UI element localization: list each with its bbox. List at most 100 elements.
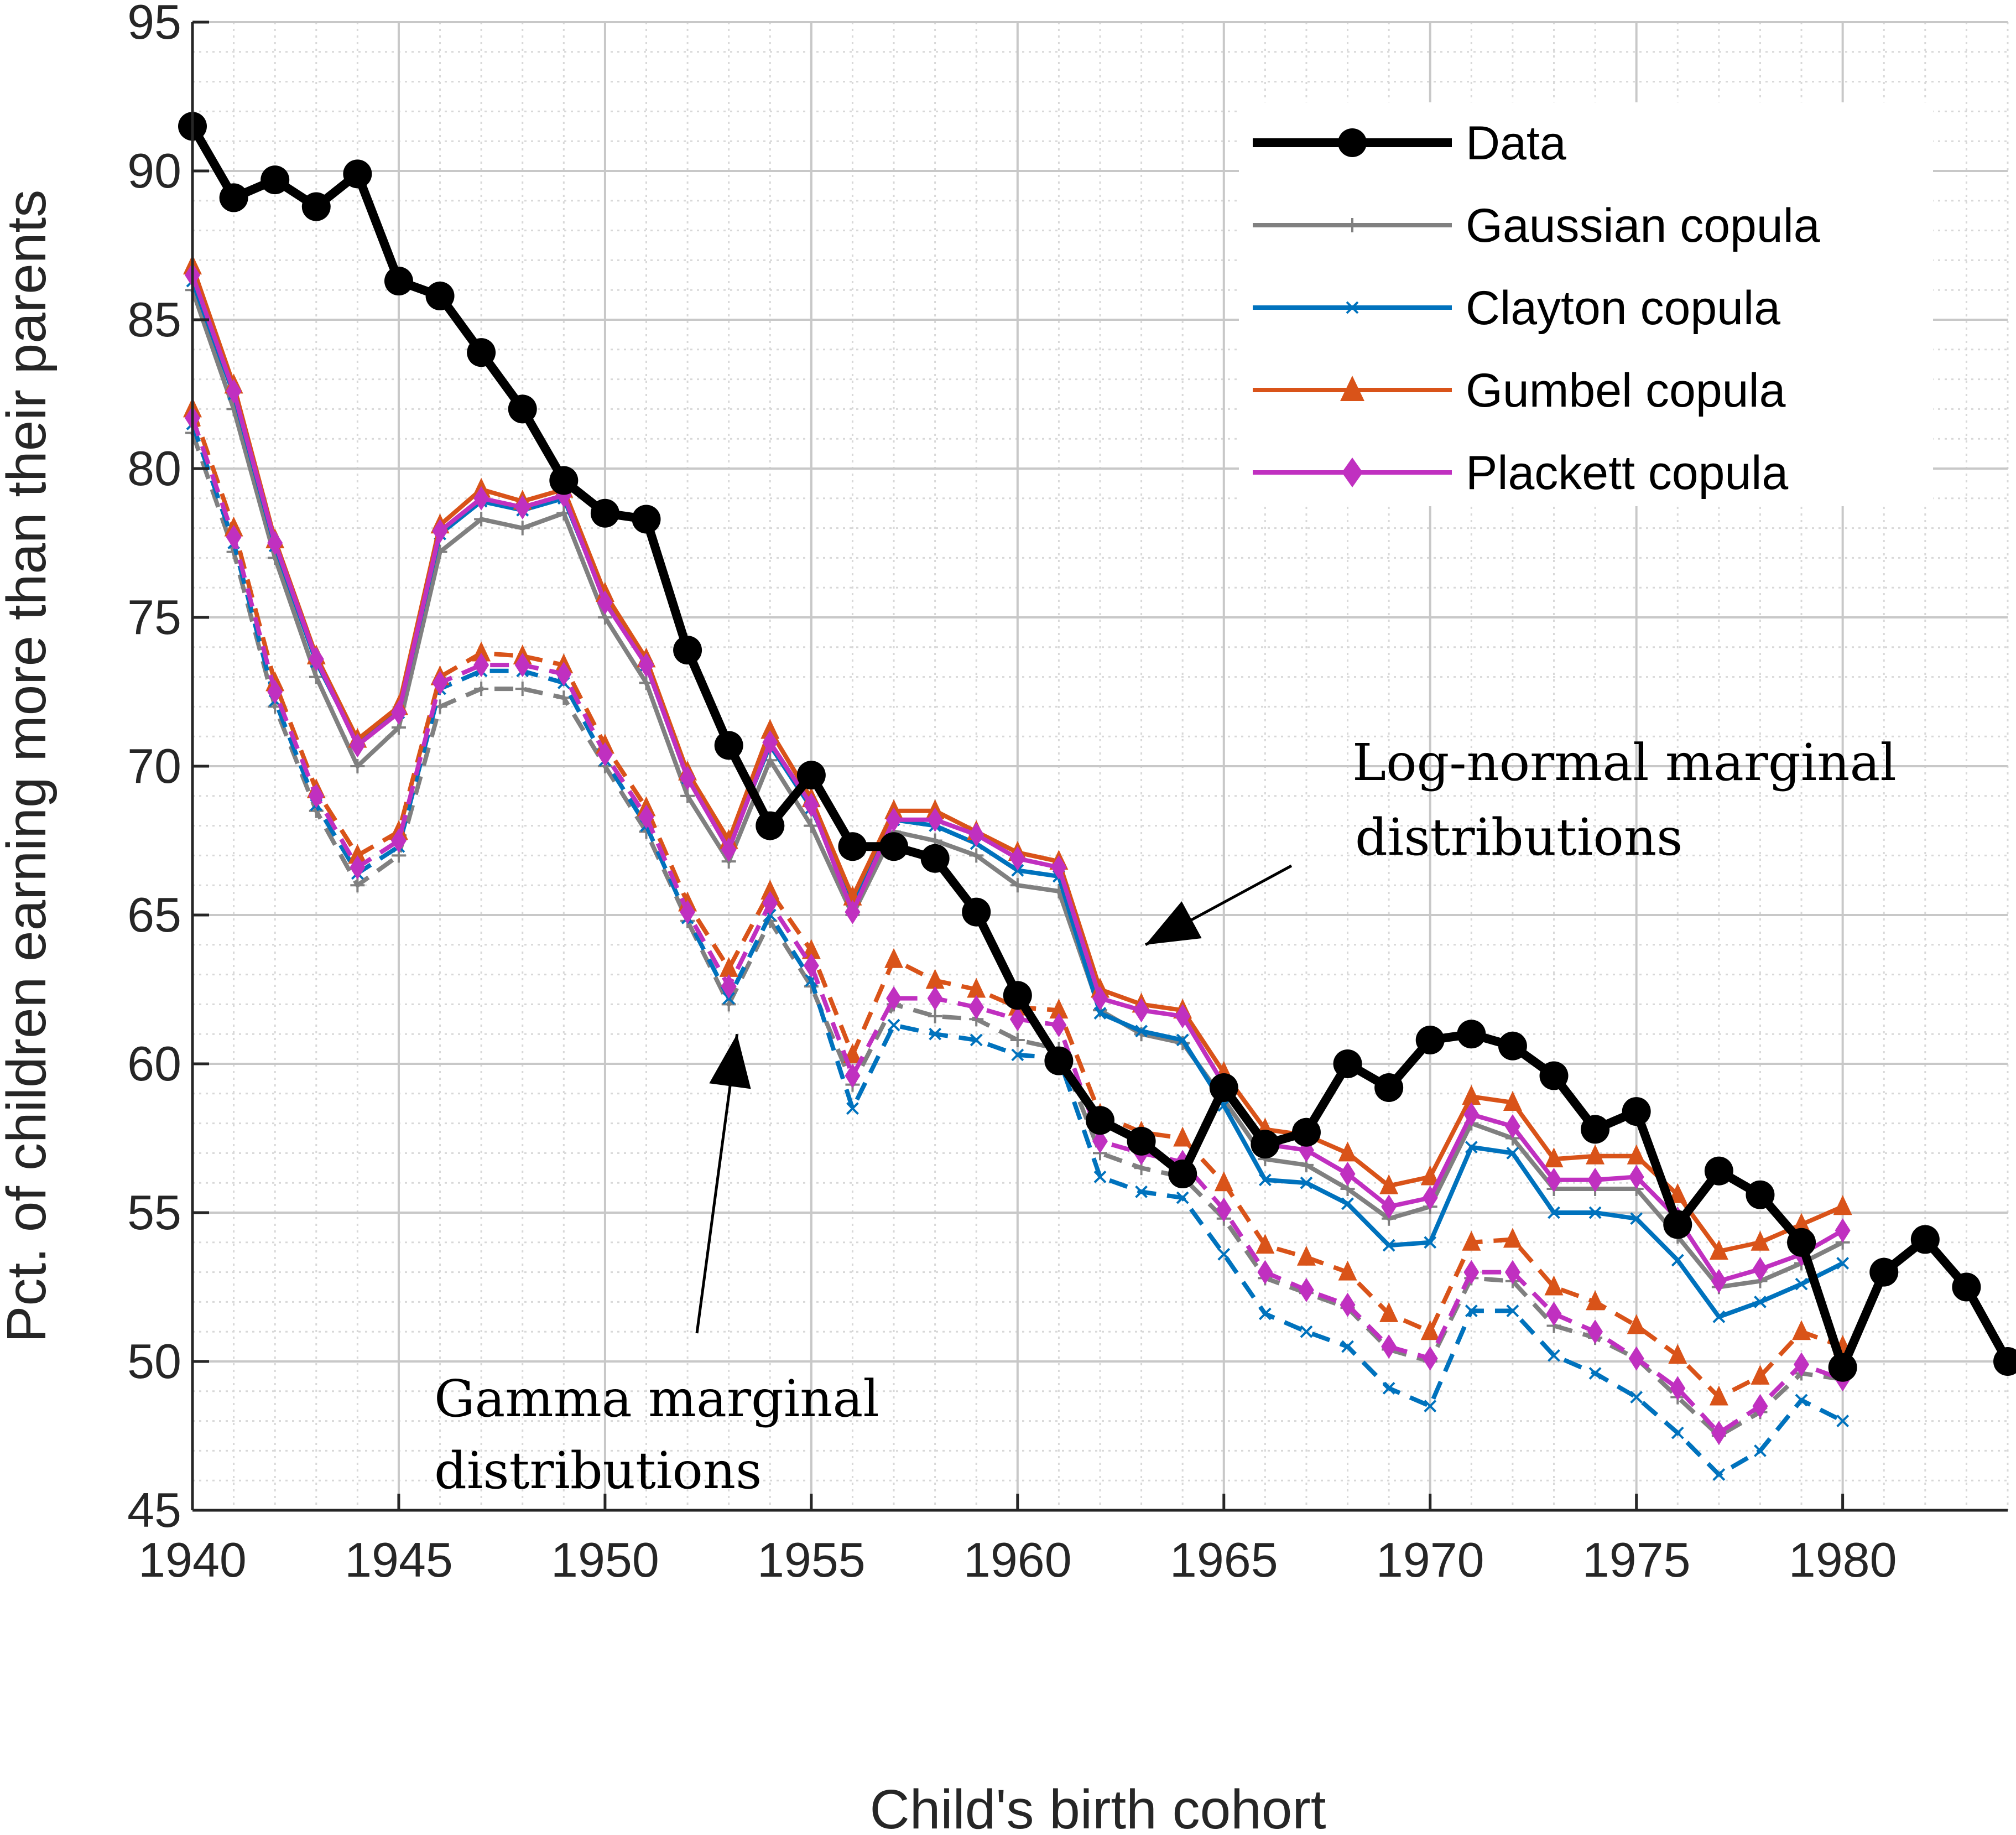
data-point-marker [1176,1191,1189,1204]
data-point-marker [927,986,943,1011]
tick-labels: 1940 1945 1950 1955 1960 1965 1970 1975 1980 45 50… [127,0,1897,1587]
data-point-marker [1257,1260,1273,1285]
legend-entry-clayton: Clayton copula [1253,282,1780,335]
data-point-marker [760,719,780,739]
data-point-marker [1586,1290,1605,1311]
data-point-marker [1711,1421,1727,1446]
data-point-marker [1465,1141,1478,1154]
data-point-marker [680,788,695,803]
legend-entry-data: Data [1253,117,1566,170]
data-point-marker [756,811,785,840]
data-point-marker [1011,1048,1024,1062]
data-point-marker [886,807,902,832]
data-point-marker [1709,1385,1728,1406]
data-point-marker [1668,1183,1687,1203]
y-tick-label: 55 [127,1185,181,1240]
data-point-marker [1258,1173,1272,1187]
data-point-marker [556,662,572,687]
data-point-marker [1291,1117,1321,1147]
legend-sample-gumbel [1253,376,1452,401]
data-point-marker [760,879,780,900]
data-point-marker [632,505,661,534]
legend-label-gaussian: Gaussian copula [1466,199,1820,252]
data-point-marker [1300,1176,1313,1189]
data-point-marker [308,647,324,672]
data-point-marker [1506,1146,1519,1160]
legend-label-plackett: Plackett copula [1466,446,1788,500]
data-point-marker [1462,1230,1481,1251]
data-point-marker [425,281,455,310]
data-point-marker [556,690,571,705]
data-point-marker [1338,1260,1357,1281]
data-point-marker [472,641,491,662]
data-point-marker [1548,1206,1560,1219]
data-point-marker [1503,1090,1522,1111]
y-tick-label: 50 [127,1334,181,1389]
data-point-marker [638,653,654,678]
data-point-marker [887,1018,900,1032]
data-point-marker [920,844,950,873]
data-point-marker [1712,1310,1726,1323]
data-point-marker [1379,1174,1399,1194]
data-point-marker [838,832,867,861]
data-point-marker [1258,1307,1272,1321]
data-point-marker [801,939,821,959]
data-point-marker [1251,1130,1280,1159]
data-point-marker [714,731,743,760]
annotation-lognormal-line-2: distributions [1355,808,1682,867]
data-point-marker [1751,1364,1770,1385]
data-point-marker [515,682,530,696]
data-point-marker [673,636,702,665]
data-point-marker [1135,1025,1148,1038]
data-point-marker [261,165,290,195]
legend-entry-gumbel: Gumbel copula [1253,364,1786,417]
data-point-marker [680,900,696,924]
data-point-marker [1093,1171,1107,1183]
data-point-marker [884,948,904,968]
data-point-marker [1424,1236,1437,1249]
data-point-marker [1010,878,1025,893]
data-point-marker [1379,1302,1399,1322]
annotation-gamma: Gamma marginal distributions [434,1033,879,1500]
data-point-marker [1338,128,1367,157]
data-point-marker [1544,1147,1564,1168]
data-point-marker [1381,1194,1397,1219]
data-point-marker [514,495,530,519]
y-tick-label: 45 [127,1483,181,1537]
data-point-marker [1835,1218,1851,1243]
y-tick-label: 80 [127,441,181,496]
annotation-gamma-arrow [695,1033,751,1334]
data-point-marker [1668,1344,1687,1364]
annotation-gamma-line-2: distributions [434,1441,762,1500]
data-point-marker [1588,1367,1602,1380]
data-point-marker [1338,1141,1357,1162]
data-point-marker [1630,1212,1643,1225]
data-point-marker [928,1009,942,1023]
data-point-marker [638,804,654,829]
data-point-marker [970,1033,983,1047]
data-point-marker [762,891,778,916]
data-point-marker [301,192,331,221]
data-point-marker [1382,1239,1395,1252]
data-point-marker [597,742,613,767]
data-point-marker [1704,1156,1733,1186]
data-point-marker [226,524,242,549]
data-point-marker [967,978,986,998]
data-point-marker [1092,1129,1108,1153]
data-point-marker [1300,1325,1313,1338]
data-point-marker [474,512,489,527]
data-point-marker [1752,1257,1768,1282]
y-tick-label: 85 [127,292,181,347]
x-tick-label: 1975 [1582,1532,1691,1587]
x-tick-label: 1955 [757,1532,866,1587]
data-point-marker [1296,1245,1316,1266]
data-point-marker [1092,986,1108,1011]
x-tick-label: 1950 [551,1532,659,1587]
legend-entry-plackett: Plackett copula [1253,446,1788,500]
data-point-marker [1381,1334,1397,1359]
data-point-marker [1214,1171,1233,1192]
x-tick-label: 1960 [963,1532,1072,1587]
data-point-marker [929,1027,942,1041]
x-tick-label: 1940 [138,1532,247,1587]
